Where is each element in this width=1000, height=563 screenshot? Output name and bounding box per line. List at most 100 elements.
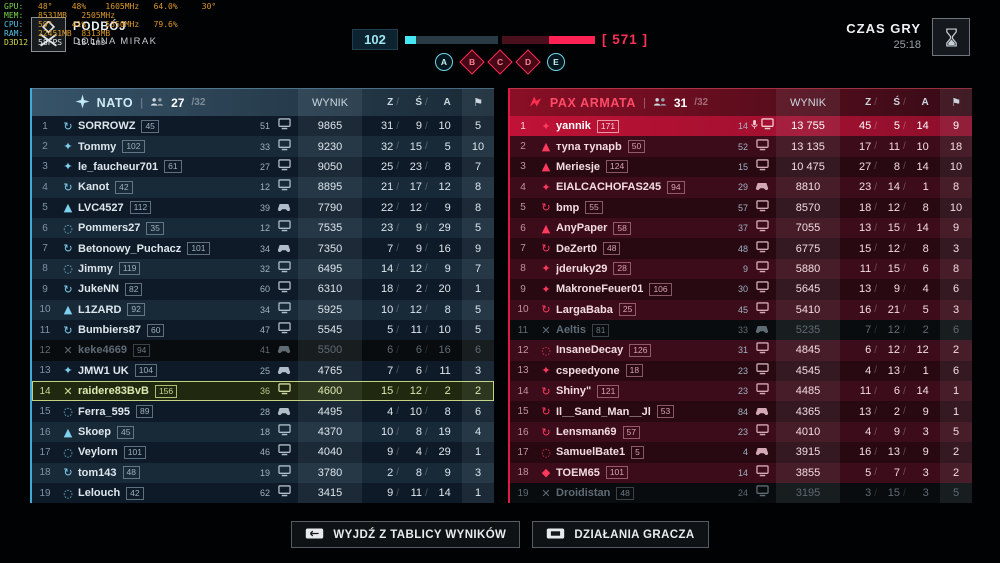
kills-value: 16 bbox=[858, 446, 872, 459]
class-diamond-icon: ◆ bbox=[541, 466, 551, 480]
kills-value: 13 bbox=[858, 405, 872, 418]
player-row[interactable]: 11 ↻ Bumbiers87 60 47 5545 5/11/10 5 bbox=[32, 319, 494, 341]
player-row[interactable]: 3 ✦ le_faucheur701 61 27 9050 25/23/8 7 bbox=[32, 156, 494, 178]
column-zsa: Z / Ś / A bbox=[387, 97, 451, 108]
player-row[interactable]: 1 ↻ SORROWZ 45 51 9865 31/9/10 5 bbox=[32, 116, 494, 137]
platform-pc-icon bbox=[277, 464, 291, 482]
platform-pc-icon bbox=[755, 464, 769, 482]
captures-value: 10 bbox=[940, 197, 972, 218]
platform-pc-icon bbox=[277, 158, 291, 176]
ping-value: 23 bbox=[737, 365, 748, 376]
player-row[interactable]: 6 ◌ Pommers27 35 12 7535 23/9/29 5 bbox=[32, 217, 494, 239]
player-name: MakroneFeuer01 bbox=[556, 283, 644, 296]
assists-value: 2 bbox=[444, 385, 451, 398]
player-row[interactable]: 13 ✦ JMW1 UK 104 25 4765 7/6/11 3 bbox=[32, 360, 494, 382]
player-row[interactable]: 19 ✕ Droidistan 48 24 3195 3/15/3 5 bbox=[510, 483, 972, 504]
deaths-value: 4 bbox=[415, 446, 422, 459]
player-rank: 17 bbox=[39, 446, 51, 458]
player-score: 4365 bbox=[776, 401, 840, 422]
player-row[interactable]: 14 ✕ raidere83BvB 156 36 4600 15/12/2 2 bbox=[32, 381, 494, 402]
player-row[interactable]: 2 ✦ Tommy 102 33 9230 32/15/5 10 bbox=[32, 136, 494, 157]
perf-row: CPU: 59° 41% 5350MHz 79.6% bbox=[4, 20, 178, 29]
player-row[interactable]: 3 ▲ Meriesje 124 15 10 475 27/8/14 10 bbox=[510, 156, 972, 178]
player-row[interactable]: 10 ▲ L1ZARD 92 34 5925 10/12/8 5 bbox=[32, 299, 494, 320]
deaths-value: 17 bbox=[409, 181, 422, 194]
assists-value: 8 bbox=[922, 242, 929, 255]
player-row[interactable]: 7 ↻ Betonowy_Puchacz 101 34 7350 7/9/16 9 bbox=[32, 238, 494, 259]
ping-value: 29 bbox=[737, 182, 748, 193]
objective-d: D bbox=[515, 49, 541, 75]
player-score: 4010 bbox=[776, 421, 840, 443]
player-row[interactable]: 18 ◆ TOEM65 101 14 3855 5/7/3 2 bbox=[510, 462, 972, 484]
class-spin-icon: ↻ bbox=[63, 323, 73, 337]
player-row[interactable]: 10 ↻ LargaBaba 25 45 5410 16/21/5 3 bbox=[510, 299, 972, 320]
class-spin-icon: ↻ bbox=[541, 384, 551, 398]
kills-value: 15 bbox=[858, 242, 872, 255]
player-tag: 94 bbox=[132, 343, 151, 357]
player-row[interactable]: 13 ✦ cspeedyone 18 23 4545 4/13/1 6 bbox=[510, 360, 972, 382]
player-row[interactable]: 18 ↻ tom143 48 19 3780 2/8/9 3 bbox=[32, 462, 494, 484]
player-row[interactable]: 19 ◌ Lelouch 42 62 3415 9/11/14 1 bbox=[32, 483, 494, 504]
player-actions-button[interactable]: DZIAŁANIA GRACZA bbox=[532, 521, 709, 548]
player-score: 4545 bbox=[776, 360, 840, 382]
player-score: 7535 bbox=[298, 217, 362, 239]
player-score: 6495 bbox=[298, 258, 362, 280]
player-row[interactable]: 9 ✦ MakroneFeuer01 106 30 5645 13/9/4 6 bbox=[510, 279, 972, 300]
class-spin-icon: ↻ bbox=[541, 405, 551, 419]
player-tag: 101 bbox=[123, 445, 146, 459]
player-row[interactable]: 8 ✦ jderuky29 28 9 5880 11/15/6 8 bbox=[510, 258, 972, 280]
ping-value: 14 bbox=[737, 121, 748, 132]
player-row[interactable]: 15 ↻ Il__Sand_Man__Jl 53 84 4365 13/2/9 1 bbox=[510, 401, 972, 422]
deaths-value: 15 bbox=[887, 262, 900, 275]
ping-value: 12 bbox=[259, 223, 270, 234]
player-row[interactable]: 17 ◌ Veylorn 101 46 4040 9/4/29 1 bbox=[32, 442, 494, 463]
player-tag: 42 bbox=[115, 180, 133, 194]
player-row[interactable]: 15 ◌ Ferra_595 89 28 4495 4/10/8 6 bbox=[32, 401, 494, 422]
platform-pc-icon bbox=[755, 484, 769, 502]
player-row[interactable]: 6 ▲ AnyPaper 58 37 7055 13/15/14 9 bbox=[510, 217, 972, 239]
player-row[interactable]: 14 ↻ Shiny" 121 23 4485 11/6/14 1 bbox=[510, 381, 972, 402]
player-rank: 13 bbox=[39, 365, 51, 377]
player-row[interactable]: 16 ↻ Lensman69 57 23 4010 4/9/3 5 bbox=[510, 421, 972, 443]
player-row[interactable]: 12 ✕ keke4669 94 41 5500 6/6/16 6 bbox=[32, 340, 494, 361]
player-row[interactable]: 8 ◌ Jimmy 119 32 6495 14/12/9 7 bbox=[32, 258, 494, 280]
player-row[interactable]: 12 ◌ InsaneDecay 126 31 4845 6/12/12 2 bbox=[510, 340, 972, 361]
deaths-value: 21 bbox=[887, 303, 900, 316]
player-row[interactable]: 5 ▲ LVC4527 112 39 7790 22/12/9 8 bbox=[32, 197, 494, 218]
captures-value: 2 bbox=[940, 462, 972, 484]
player-tag: 48 bbox=[122, 466, 140, 480]
player-tag: 35 bbox=[146, 221, 164, 235]
ping-value: 30 bbox=[737, 284, 748, 295]
player-name: raidere83BvB bbox=[78, 385, 149, 398]
platform-pc-icon bbox=[755, 138, 769, 156]
player-row[interactable]: 9 ↻ JukeNN 82 60 6310 18/2/20 1 bbox=[32, 279, 494, 300]
player-row[interactable]: 1 ✦ yannik 171 14 13 755 45/5/14 9 bbox=[510, 116, 972, 137]
class-dashcircle-icon: ◌ bbox=[541, 445, 551, 459]
player-row[interactable]: 4 ✦ EIALCACHOFAS245 94 29 8810 23/14/1 8 bbox=[510, 177, 972, 198]
player-name: Bumbiers87 bbox=[78, 324, 141, 337]
player-rank: 6 bbox=[42, 222, 48, 234]
player-row[interactable]: 16 ▲ Skoep 45 18 4370 10/8/19 4 bbox=[32, 421, 494, 443]
exit-scoreboard-button[interactable]: WYJDŹ Z TABLICY WYNIKÓW bbox=[291, 521, 521, 548]
kills-value: 4 bbox=[865, 426, 872, 439]
platform-pad-icon bbox=[755, 403, 769, 421]
kills-value: 22 bbox=[380, 201, 394, 214]
player-rank: 12 bbox=[39, 344, 51, 356]
platform-pad-icon bbox=[277, 199, 291, 217]
player-score: 9230 bbox=[298, 136, 362, 157]
ping-value: 51 bbox=[259, 121, 270, 132]
player-row[interactable]: 4 ↻ Kanot 42 12 8895 21/17/12 8 bbox=[32, 177, 494, 198]
deaths-value: 9 bbox=[893, 426, 900, 439]
player-tag: 42 bbox=[126, 486, 144, 500]
player-row[interactable]: 17 ◌ SamuelBate1 5 4 3915 16/13/9 2 bbox=[510, 442, 972, 463]
platform-pc-icon bbox=[277, 484, 291, 502]
assists-value: 10 bbox=[916, 140, 929, 153]
ping-value: 18 bbox=[259, 427, 270, 438]
player-row[interactable]: 2 ▲ туna туnapb 50 52 13 135 17/11/10 18 bbox=[510, 136, 972, 157]
kills-value: 18 bbox=[380, 283, 394, 296]
player-row[interactable]: 7 ↻ DeZert0 48 48 6775 15/12/8 3 bbox=[510, 238, 972, 259]
class-spin-icon: ↻ bbox=[541, 303, 551, 317]
column-score: WYNIK bbox=[776, 89, 840, 116]
player-row[interactable]: 11 ✕ Aeltis 81 33 5235 7/12/2 6 bbox=[510, 319, 972, 341]
player-row[interactable]: 5 ↻ bmp 55 57 8570 18/12/8 10 bbox=[510, 197, 972, 218]
